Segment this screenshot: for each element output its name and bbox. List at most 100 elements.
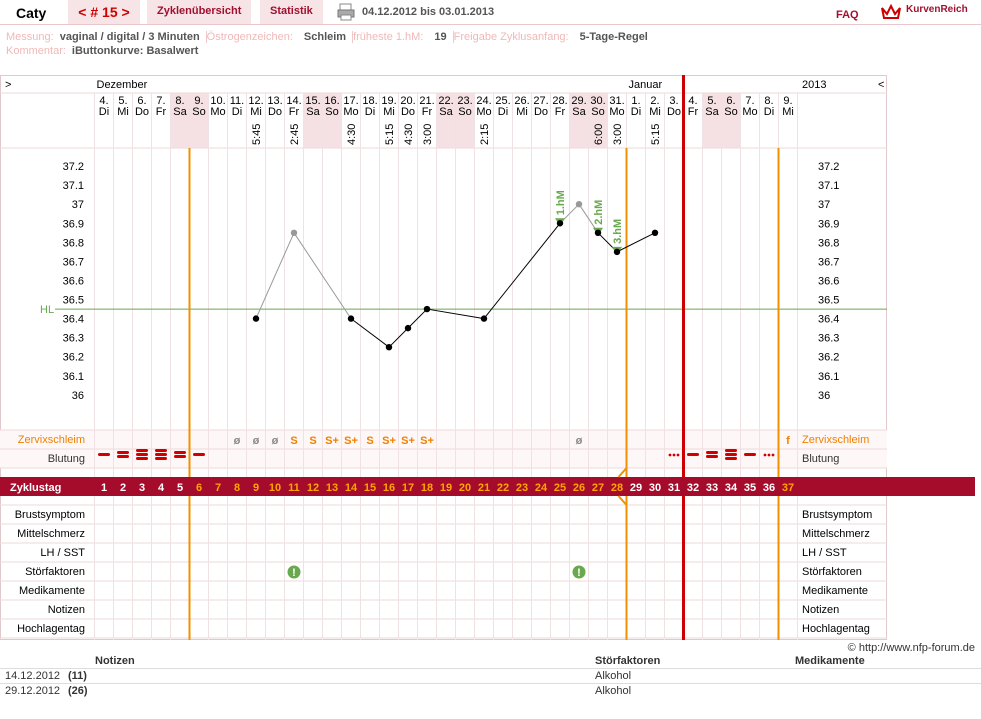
logo-icon [881,3,901,19]
temp-segment [293,232,352,319]
time-label: 4:30 [403,124,415,145]
temp-point [252,315,260,322]
bleeding-dash [725,453,737,456]
print-icon[interactable] [337,3,355,21]
cycle-day: 6 [196,482,202,494]
bleeding-dash [744,453,756,456]
y-tick-label: 36.3 [63,333,84,345]
info-item: Freigabe Zyklusanfang: [452,31,569,43]
bleeding-dash [174,451,186,454]
weekday-label: Fr [688,106,699,118]
footer-cell: (26) [68,685,88,697]
footer-cell: 29.12.2012 [5,685,61,697]
temp-point [651,229,659,236]
time-label: 6:00 [593,124,605,145]
temp-segment [255,232,295,319]
faq[interactable]: FAQ [836,9,859,21]
weekend-shade [455,93,475,148]
y-tick-label: 37.1 [63,180,84,192]
weekday-label: Do [534,106,548,118]
comment-label: Kommentar: [6,45,66,57]
day-label: 2. [650,95,659,107]
cycle-day: 25 [554,482,566,494]
day-label: 31. [609,95,624,107]
weekday-label: Sa [439,106,453,118]
temp-point [480,315,488,322]
weekday-label: Di [631,106,641,118]
cycle-day: 34 [725,482,738,494]
weekday-label: So [192,106,205,118]
col-head: Medikamente [795,655,865,667]
cycle-day: 23 [516,482,528,494]
weekday-label: So [458,106,471,118]
cycle-day: 27 [592,482,604,494]
cycle-day: 24 [535,482,548,494]
bleeding-dash [706,451,718,454]
day-label: 14. [286,95,301,107]
info-item: 5-Tage-Regel [579,31,648,43]
temp-point [290,229,298,236]
day-label: 5. [118,95,127,107]
y-tick-label: 36.7 [818,256,839,268]
temp-segment [350,318,390,348]
time-label: 5:45 [251,124,263,145]
cycle-day: 19 [440,482,452,494]
cervix-symbol: S [366,435,373,447]
day-label: 21. [419,95,434,107]
year: 2013 [802,79,826,91]
temp-point [613,248,621,256]
logo[interactable]: KurvenReich [906,4,968,15]
row-rule [0,668,981,669]
weekday-label: Do [401,106,415,118]
day-label: 7. [156,95,165,107]
peak-label: 2.hM [593,200,605,225]
weekday-label: Mo [609,106,624,118]
cycle-day: 14 [345,482,358,494]
cycle-day: 13 [326,482,338,494]
day-label: 8. [175,95,184,107]
day-label: 12. [248,95,263,107]
cervix-symbol: S+ [382,435,396,447]
cervix-symbol: S+ [420,435,434,447]
weekday-label: Sa [572,106,586,118]
cervix-symbol: ø [253,435,260,447]
temp-segment [483,222,561,319]
weekday-label: Mi [383,106,395,118]
weekday-label: Sa [705,106,719,118]
tab[interactable]: Statistik [260,0,323,24]
tab[interactable]: Zyklenübersicht [147,0,252,24]
month-label: Dezember [97,79,148,91]
y-tick-label: 37.2 [63,161,84,173]
y-tick-label: 36.8 [63,237,84,249]
row-label: Notizen [48,604,85,616]
y-tick-label: 37.1 [818,180,839,192]
info-item: vaginal / digital / 3 Minuten [59,31,200,43]
cervix-symbol: ø [576,435,583,447]
peak-label: 3.hM [612,219,624,244]
info-line: Messung: vaginal / digital / 3 Minuten Öst… [6,31,654,43]
day-label: 13. [267,95,282,107]
y-tick-label: 36 [72,390,84,402]
day-label: 26. [514,95,529,107]
footer-cell: Alkohol [595,670,632,682]
cycle-day: 31 [668,482,680,494]
cycle-day: 36 [763,482,775,494]
disturbance-mark: ! [577,567,581,579]
temp-point [385,344,393,351]
row-label: LH / SST [40,547,85,559]
cycle-label: Zyklustag [10,482,61,494]
day-label: 25. [495,95,510,107]
row-label: Zervixschleim [802,434,869,446]
cycle-day: 9 [253,482,259,494]
row-label: Mittelschmerz [802,528,870,540]
info-item: Östrogenzeichen: [205,31,293,43]
cycle-day: 21 [478,482,490,494]
y-tick-label: 37.2 [818,161,839,173]
cycle-nav[interactable]: < # 15 > [68,0,140,24]
y-tick-label: 36.6 [818,275,839,287]
time-label: 4:30 [346,124,358,145]
cycle-day: 20 [459,482,471,494]
weekday-label: Di [498,106,508,118]
weekday-label: Do [135,106,149,118]
